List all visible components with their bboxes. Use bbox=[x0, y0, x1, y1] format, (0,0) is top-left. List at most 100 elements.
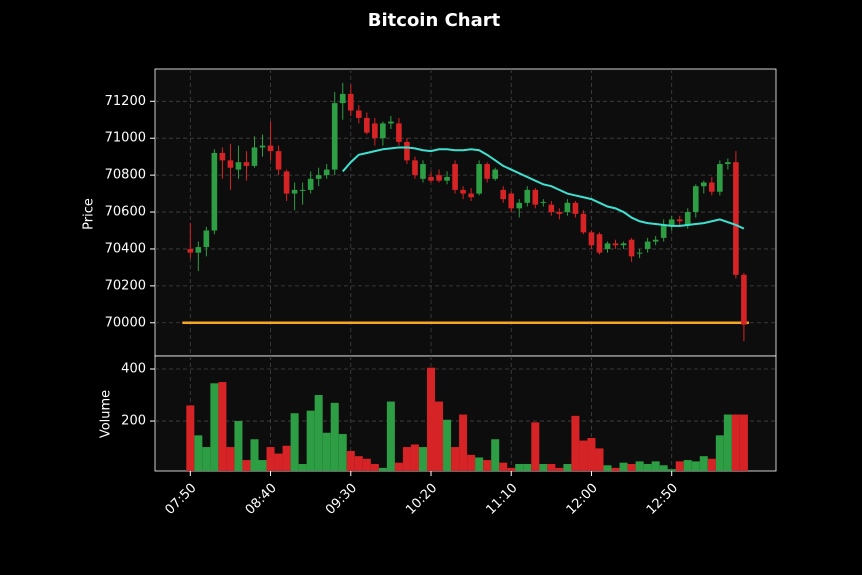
volume-bar bbox=[298, 463, 307, 471]
volume-bar bbox=[467, 454, 476, 471]
candle-body bbox=[500, 189, 507, 200]
candle-body bbox=[372, 123, 378, 139]
candle-body bbox=[709, 182, 715, 192]
volume-bar bbox=[643, 463, 652, 471]
volume-bar bbox=[378, 467, 387, 471]
volume-bar bbox=[394, 462, 403, 471]
volume-bar bbox=[435, 401, 444, 471]
volume-bar bbox=[491, 439, 500, 471]
volume-bar bbox=[330, 402, 339, 471]
volume-bar bbox=[659, 465, 668, 471]
candle-body bbox=[572, 202, 579, 214]
candle-body bbox=[347, 93, 354, 111]
candle-body bbox=[468, 193, 474, 198]
volume-bar bbox=[667, 469, 676, 471]
volume-bar bbox=[386, 401, 395, 471]
candle-body bbox=[548, 204, 555, 213]
candle-body bbox=[596, 234, 603, 253]
candle-body bbox=[412, 160, 418, 176]
volume-bar bbox=[547, 463, 556, 471]
volume-bar bbox=[523, 463, 532, 471]
candle-body bbox=[644, 241, 651, 249]
y-tick-label: 70800 bbox=[105, 168, 146, 183]
volume-bar bbox=[459, 414, 468, 471]
volume-bar bbox=[226, 447, 235, 471]
volume-bar bbox=[306, 410, 315, 471]
volume-bar bbox=[675, 461, 684, 471]
moving-average bbox=[341, 146, 745, 230]
y-tick-label: 70000 bbox=[105, 315, 146, 330]
candle-body bbox=[588, 232, 595, 246]
volume-bar bbox=[426, 367, 436, 471]
volume-bar bbox=[571, 415, 580, 471]
candle-body bbox=[717, 164, 723, 192]
volume-bar bbox=[515, 463, 524, 471]
y-tick-label: 71000 bbox=[105, 131, 146, 146]
volume-bar bbox=[266, 447, 275, 471]
candle-body bbox=[203, 230, 210, 248]
volume-bar bbox=[627, 463, 636, 471]
candle-body bbox=[355, 110, 362, 118]
volume-bar bbox=[483, 460, 492, 471]
candle-body bbox=[733, 162, 739, 275]
candle-body bbox=[219, 152, 226, 161]
candle-body bbox=[235, 162, 242, 170]
volume-bar bbox=[451, 447, 460, 471]
candle-body bbox=[532, 189, 539, 205]
volume-bar bbox=[274, 453, 283, 471]
y-tick-label: 200 bbox=[121, 414, 146, 429]
candle-body bbox=[404, 141, 410, 161]
volume-bar bbox=[723, 414, 732, 471]
y-tick-label: 70600 bbox=[105, 205, 146, 220]
candle-body bbox=[508, 193, 515, 209]
volume-bar bbox=[218, 382, 227, 471]
volume-bar bbox=[707, 458, 716, 471]
volume-bar bbox=[402, 447, 411, 471]
volume-bar bbox=[563, 463, 572, 471]
volume-bar bbox=[210, 383, 219, 471]
volume-bar bbox=[595, 448, 604, 471]
volume-bar bbox=[635, 461, 644, 471]
candle-body bbox=[275, 151, 282, 170]
candle-body bbox=[660, 224, 667, 238]
candle-body bbox=[323, 169, 330, 176]
candle-body bbox=[428, 176, 434, 181]
candle-body bbox=[291, 189, 298, 194]
candle-body bbox=[283, 171, 290, 194]
candle-body bbox=[604, 243, 611, 249]
candle-body bbox=[741, 274, 747, 325]
volume-bar bbox=[362, 458, 371, 471]
y-axis-label: Price bbox=[82, 198, 97, 230]
candle-body bbox=[388, 121, 394, 124]
candle-body bbox=[620, 243, 627, 246]
candle-body bbox=[251, 147, 258, 166]
volume-bar bbox=[651, 461, 660, 471]
candle-body bbox=[195, 247, 202, 253]
candle-body bbox=[628, 239, 635, 257]
candle-body bbox=[315, 175, 322, 179]
volume-bar bbox=[579, 440, 588, 471]
volume-bar bbox=[683, 460, 692, 471]
volume-bar bbox=[346, 450, 355, 471]
volume-bar bbox=[234, 421, 243, 471]
candle-body bbox=[331, 103, 338, 170]
volume-bar bbox=[739, 414, 748, 471]
volume-bar bbox=[539, 463, 548, 471]
candle-body bbox=[211, 152, 218, 231]
volume-bar bbox=[587, 437, 596, 471]
volume-bar bbox=[314, 395, 323, 471]
candle-body bbox=[243, 162, 250, 166]
volume-bar bbox=[242, 460, 251, 471]
volume-bar bbox=[290, 413, 299, 471]
volume-bar bbox=[475, 457, 484, 471]
volume-bar bbox=[691, 461, 700, 471]
candle-body bbox=[725, 162, 731, 165]
candle-body bbox=[516, 202, 523, 209]
candle-body bbox=[436, 175, 442, 181]
candle-body bbox=[540, 201, 547, 203]
volume-bar bbox=[258, 460, 267, 471]
candle-body bbox=[676, 219, 683, 222]
candle-body bbox=[564, 202, 571, 213]
volume-bar bbox=[410, 444, 419, 471]
candle-body bbox=[612, 243, 619, 246]
